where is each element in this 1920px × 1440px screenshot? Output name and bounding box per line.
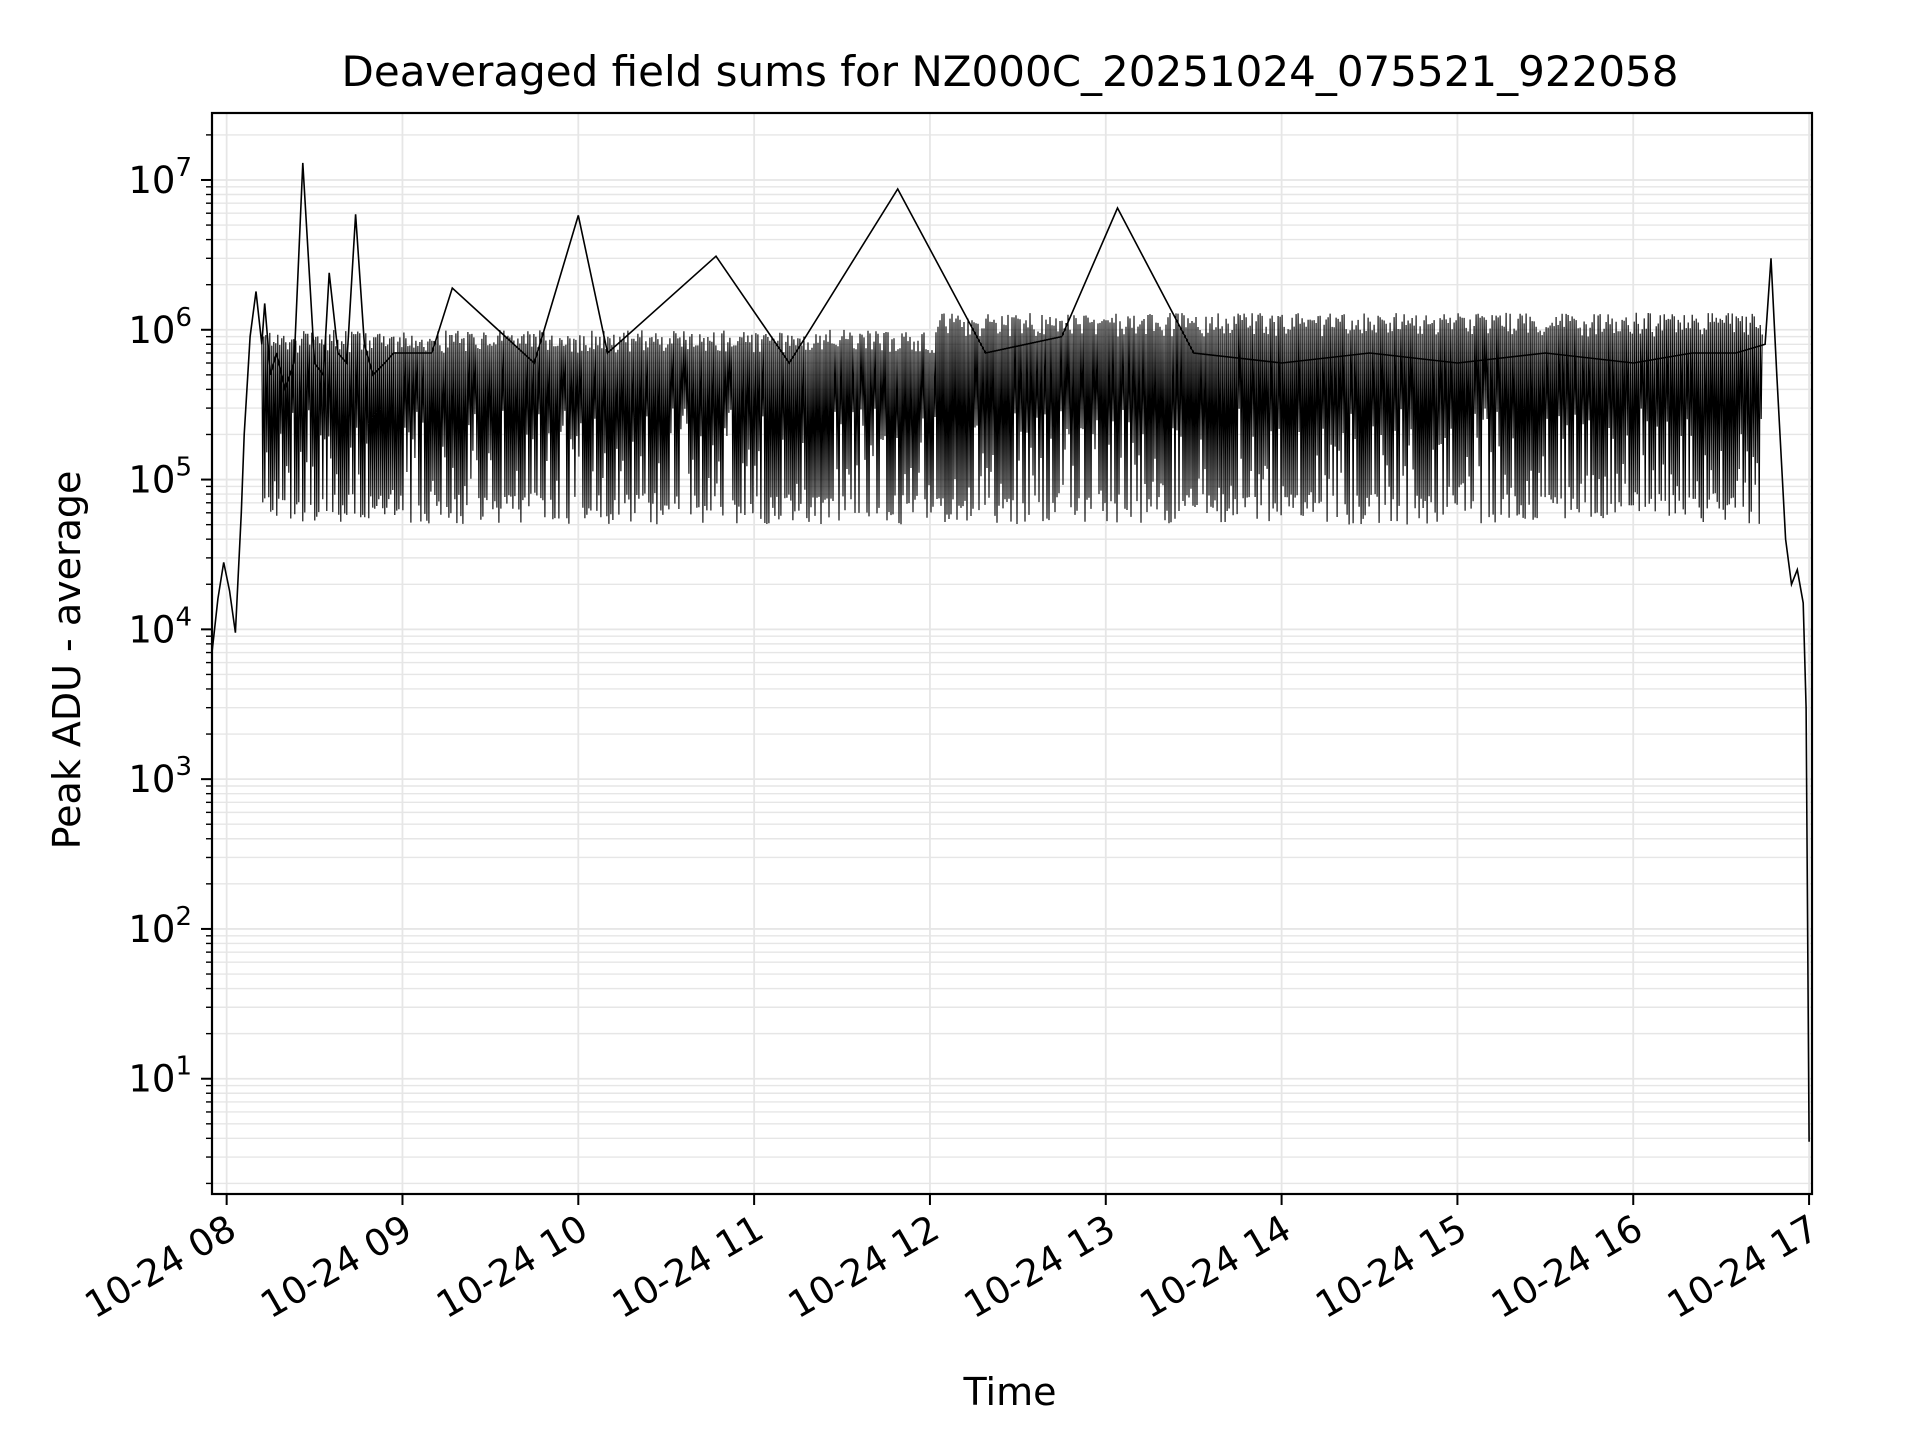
plot-frame [210,111,1814,1196]
y-tick-label: 103 [128,752,192,801]
y-tick-base: 10 [128,908,175,951]
chart-title: Deaveraged field sums for NZ000C_2025102… [342,47,1679,96]
x-tick-label: 10-24 16 [1484,1207,1650,1327]
y-tick-label: 106 [128,303,192,352]
series-line [211,162,1810,1142]
x-tick-label: 10-24 12 [781,1207,947,1327]
x-tick-label: 10-24 08 [78,1207,244,1327]
y-tick-label: 105 [128,453,192,502]
y-tick-exponent: 2 [175,902,192,932]
axis-ticks [201,134,1811,1205]
data-band [261,312,1763,525]
x-tick-label: 10-24 17 [1660,1207,1826,1327]
x-axis-label: Time [963,1370,1057,1414]
y-axis-label: Peak ADU - average [45,471,89,850]
y-tick-base: 10 [128,608,175,651]
series-lines [211,162,1810,1142]
y-tick-base: 10 [128,309,175,352]
x-tick-label: 10-24 13 [957,1207,1123,1327]
y-tick-exponent: 3 [175,752,192,782]
y-tick-base: 10 [128,459,175,502]
x-tick-label: 10-24 09 [253,1207,419,1327]
y-tick-label: 101 [128,1052,192,1101]
x-tick-label: 10-24 14 [1133,1207,1299,1327]
y-tick-label: 102 [128,902,192,951]
y-tick-exponent: 1 [175,1052,192,1082]
y-tick-label: 107 [128,153,192,202]
noise-trace [261,312,1763,525]
y-tick-base: 10 [128,1058,175,1101]
y-tick-base: 10 [128,758,175,801]
y-tick-exponent: 7 [175,153,192,183]
x-tick-label: 10-24 11 [605,1207,771,1327]
x-tick-label: 10-24 10 [429,1207,595,1327]
y-tick-base: 10 [128,159,175,202]
grid [212,113,1812,1194]
y-tick-exponent: 6 [175,303,192,333]
x-tick-labels: 10-24 08 10-24 09 10-24 10 10-24 11 10-24 12… [78,1207,1826,1327]
x-tick-label: 10-24 15 [1308,1207,1474,1327]
y-tick-label: 104 [128,602,192,651]
y-tick-exponent: 5 [175,453,192,483]
y-tick-exponent: 4 [175,602,192,632]
